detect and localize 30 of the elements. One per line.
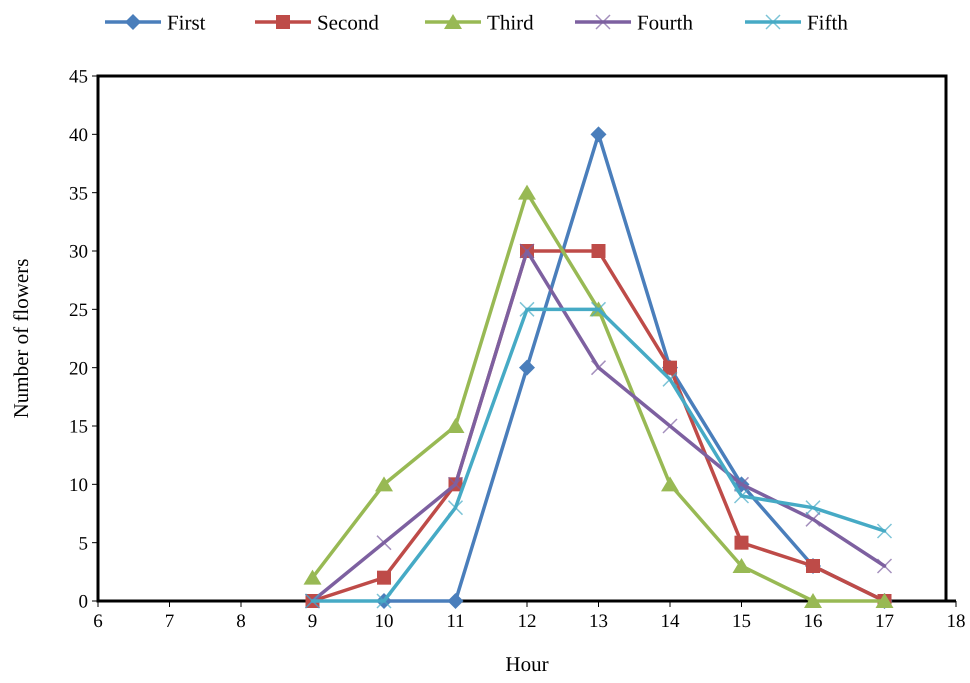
x-axis-title: Hour [505, 652, 549, 676]
legend-label: Fourth [637, 10, 694, 34]
x-tick-label: 8 [236, 611, 246, 632]
legend-label: Second [317, 10, 380, 34]
y-tick-label: 25 [69, 300, 88, 321]
x-tick-label: 10 [374, 611, 394, 632]
legend-label: Third [487, 10, 534, 34]
x-tick-label: 15 [732, 611, 751, 632]
x-tick-label: 13 [589, 611, 608, 632]
x-tick-label: 11 [446, 611, 465, 632]
x-tick-label: 17 [875, 611, 894, 632]
y-tick-label: 35 [69, 183, 88, 204]
x-tick-label: 6 [93, 611, 103, 632]
y-tick-label: 5 [78, 533, 88, 554]
x-tick-label: 14 [660, 611, 680, 632]
legend-label: Fifth [807, 10, 848, 34]
x-tick-label: 12 [518, 611, 536, 632]
y-tick-label: 10 [69, 474, 88, 496]
y-tick-label: 15 [69, 416, 88, 438]
x-tick-label: 9 [308, 611, 318, 632]
y-tick-label: 40 [69, 124, 88, 146]
y-tick-label: 30 [69, 242, 88, 263]
y-tick-label: 20 [69, 358, 88, 380]
y-tick-label: 0 [78, 592, 88, 613]
x-tick-label: 7 [164, 611, 174, 632]
legend-label: First [167, 10, 206, 34]
x-tick-label: 16 [804, 611, 822, 632]
y-axis-title: Number of flowers [9, 258, 33, 418]
x-tick-label: 18 [946, 611, 966, 632]
y-tick-label: 45 [69, 66, 88, 88]
